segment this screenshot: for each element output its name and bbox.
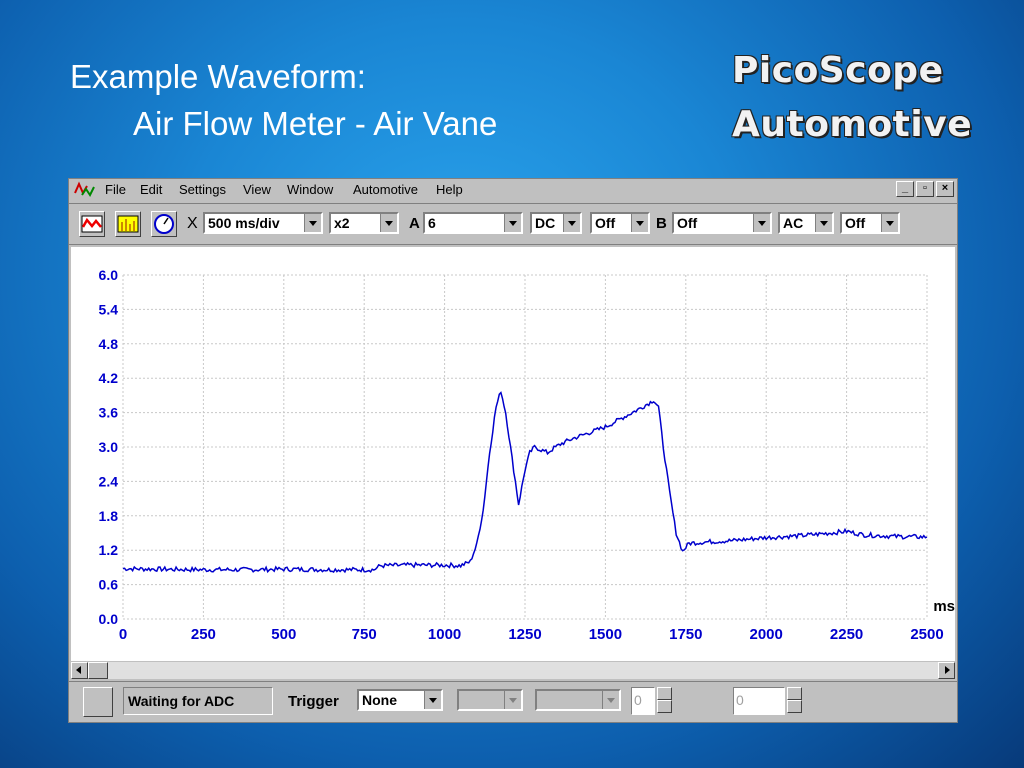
- menu-help[interactable]: Help: [436, 182, 463, 197]
- menu-settings[interactable]: Settings: [179, 182, 226, 197]
- x-tick-label: 1000: [428, 626, 461, 643]
- scope-mode-button[interactable]: [79, 211, 105, 237]
- brand-logo-line1: PicoScope: [732, 50, 944, 91]
- trigger-mode-select[interactable]: None: [357, 689, 443, 711]
- x-tick-label: 2250: [830, 626, 863, 643]
- spinner-arrows-icon[interactable]: [657, 687, 672, 715]
- meter-mode-button[interactable]: [151, 211, 177, 237]
- spectrum-icon: [117, 215, 139, 233]
- trigger-label: Trigger: [288, 693, 339, 710]
- y-tick-label: 3.6: [99, 405, 119, 421]
- slide-title: Example Waveform:: [70, 58, 366, 95]
- channel-a-offset-select[interactable]: Off: [590, 212, 650, 234]
- horizontal-scrollbar[interactable]: [71, 662, 955, 679]
- channel-a-coupling-select[interactable]: DC: [530, 212, 582, 234]
- spinner-arrows-icon[interactable]: [787, 687, 802, 715]
- chevron-down-icon[interactable]: [815, 214, 832, 232]
- app-icon: [74, 181, 95, 197]
- x-tick-label: 2500: [910, 626, 943, 643]
- meter-icon: [154, 214, 174, 234]
- channel-b-range-select[interactable]: Off: [672, 212, 772, 234]
- toolbar: X 500 ms/div x2 A 6 DC Off B Off AC Off: [69, 203, 957, 245]
- x-tick-label: 2000: [750, 626, 783, 643]
- scroll-thumb[interactable]: [88, 662, 108, 679]
- chevron-down-icon[interactable]: [504, 214, 521, 232]
- x-tick-label: 500: [271, 626, 296, 643]
- y-tick-label: 3.0: [99, 439, 119, 455]
- menu-edit[interactable]: Edit: [140, 182, 163, 197]
- x-tick-label: 1750: [669, 626, 702, 643]
- y-tick-label: 1.2: [99, 542, 119, 558]
- x-tick-label: 1250: [508, 626, 541, 643]
- trigger-delay-value[interactable]: 0: [733, 687, 785, 715]
- channel-b-coupling-select[interactable]: AC: [778, 212, 834, 234]
- restore-button[interactable]: ▫: [916, 181, 934, 197]
- chevron-down-icon[interactable]: [504, 691, 521, 709]
- channel-b-offset-select[interactable]: Off: [840, 212, 900, 234]
- y-tick-label: 0.6: [99, 577, 119, 593]
- run-stop-button[interactable]: [83, 687, 113, 717]
- menu-automotive[interactable]: Automotive: [353, 182, 419, 197]
- y-tick-label: 4.2: [99, 370, 119, 386]
- slide-subtitle: Air Flow Meter - Air Vane: [133, 105, 498, 142]
- scope-icon: [81, 215, 103, 233]
- timebase-label: X: [187, 215, 198, 232]
- x-axis-unit-label: ms: [933, 598, 955, 615]
- minimize-button[interactable]: _: [896, 181, 914, 197]
- scroll-right-icon[interactable]: [938, 662, 955, 679]
- chevron-down-icon[interactable]: [602, 691, 619, 709]
- status-message: Waiting for ADC: [123, 687, 273, 715]
- picoscope-window: File Edit Settings View Window Automotiv…: [68, 178, 958, 723]
- x-tick-label: 250: [191, 626, 216, 643]
- chevron-down-icon[interactable]: [424, 691, 441, 709]
- trigger-level-value[interactable]: 0: [631, 687, 655, 715]
- chevron-down-icon[interactable]: [631, 214, 648, 232]
- close-button[interactable]: ×: [936, 181, 954, 197]
- scroll-left-icon[interactable]: [71, 662, 88, 679]
- brand-logo-line2: Automotive: [732, 104, 973, 145]
- y-tick-label: 4.8: [99, 336, 119, 352]
- chevron-down-icon[interactable]: [753, 214, 770, 232]
- chevron-down-icon[interactable]: [304, 214, 321, 232]
- menu-window[interactable]: Window: [287, 182, 334, 197]
- menu-file[interactable]: File: [105, 182, 126, 197]
- y-tick-label: 1.8: [99, 508, 119, 524]
- waveform-trace: [122, 391, 928, 574]
- y-tick-label: 5.4: [99, 301, 119, 317]
- channel-b-label: B: [656, 215, 667, 232]
- menu-bar: File Edit Settings View Window Automotiv…: [69, 179, 957, 201]
- x-tick-label: 750: [352, 626, 377, 643]
- y-tick-label: 0.0: [99, 611, 119, 627]
- trigger-edge-select[interactable]: [535, 689, 621, 711]
- trigger-channel-select[interactable]: [457, 689, 523, 711]
- waveform-chart: 0 250 500 750 1000 1250 1500 1750 2000 2250 2500 0.…: [99, 267, 955, 643]
- x-tick-label: 0: [119, 626, 127, 643]
- status-bar: Waiting for ADC Trigger None 0 0: [69, 681, 957, 723]
- y-tick-label: 2.4: [99, 473, 119, 489]
- channel-a-range-select[interactable]: 6: [423, 212, 523, 234]
- x-tick-label: 1500: [589, 626, 622, 643]
- spectrum-mode-button[interactable]: [115, 211, 141, 237]
- y-tick-label: 6.0: [99, 267, 119, 283]
- chevron-down-icon[interactable]: [881, 214, 898, 232]
- menu-view[interactable]: View: [243, 182, 271, 197]
- zoom-select[interactable]: x2: [329, 212, 399, 234]
- chevron-down-icon[interactable]: [380, 214, 397, 232]
- chevron-down-icon[interactable]: [563, 214, 580, 232]
- waveform-plot[interactable]: 0 250 500 750 1000 1250 1500 1750 2000 2250 2500 0.…: [71, 247, 955, 661]
- channel-a-label: A: [409, 215, 420, 232]
- timebase-select[interactable]: 500 ms/div: [203, 212, 323, 234]
